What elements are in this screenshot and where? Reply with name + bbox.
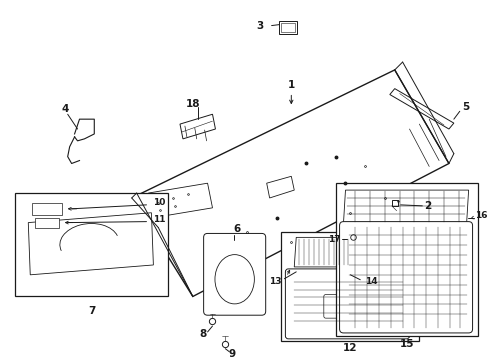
Text: 15: 15	[399, 339, 413, 349]
FancyBboxPatch shape	[203, 233, 265, 315]
FancyBboxPatch shape	[281, 233, 419, 341]
FancyBboxPatch shape	[285, 269, 408, 339]
Text: 1: 1	[287, 80, 294, 90]
Text: 10: 10	[153, 198, 165, 207]
FancyBboxPatch shape	[279, 21, 297, 35]
Text: 16: 16	[474, 211, 487, 220]
Text: 6: 6	[233, 225, 240, 234]
Text: 11: 11	[153, 215, 165, 224]
Text: 9: 9	[228, 348, 235, 359]
Text: 3: 3	[256, 21, 263, 31]
Text: 4: 4	[61, 104, 68, 114]
Text: 7: 7	[88, 306, 96, 316]
FancyBboxPatch shape	[281, 23, 295, 32]
Text: 13: 13	[268, 277, 281, 286]
FancyBboxPatch shape	[32, 203, 61, 215]
FancyBboxPatch shape	[35, 218, 59, 228]
FancyBboxPatch shape	[339, 222, 471, 333]
FancyBboxPatch shape	[323, 294, 357, 318]
FancyBboxPatch shape	[16, 193, 168, 297]
Text: 17: 17	[327, 235, 340, 244]
FancyBboxPatch shape	[335, 183, 477, 336]
Text: 2: 2	[424, 201, 431, 211]
Text: 18: 18	[185, 99, 200, 109]
Text: 8: 8	[199, 329, 206, 339]
Text: 14: 14	[365, 277, 377, 286]
Text: 5: 5	[461, 102, 468, 112]
Text: 12: 12	[343, 343, 357, 353]
